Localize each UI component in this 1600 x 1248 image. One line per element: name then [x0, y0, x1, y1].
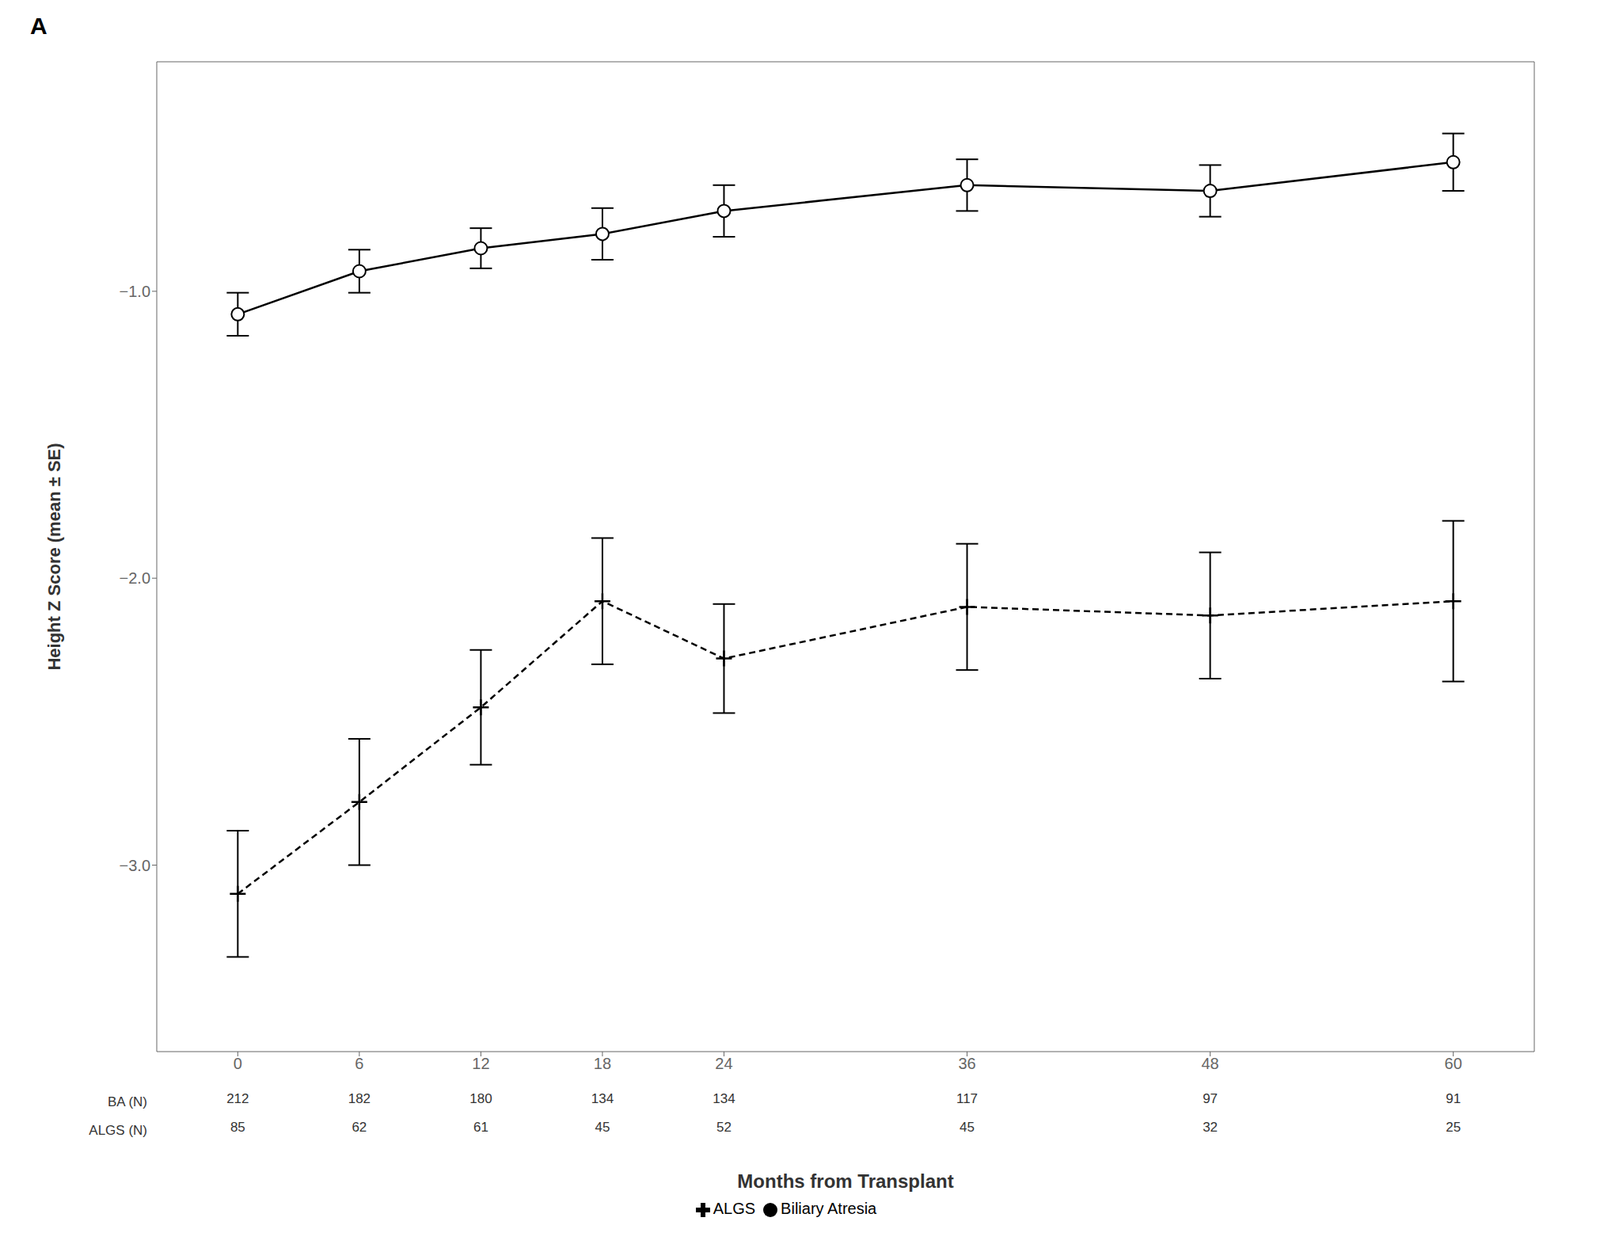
svg-text:32: 32 [1202, 1119, 1218, 1135]
svg-text:18: 18 [593, 1054, 612, 1072]
svg-text:45: 45 [959, 1119, 975, 1135]
svg-text:−2.0: −2.0 [119, 569, 151, 587]
svg-text:BA (N): BA (N) [107, 1094, 148, 1110]
svg-text:60: 60 [1444, 1054, 1463, 1072]
svg-text:117: 117 [956, 1090, 978, 1106]
svg-text:45: 45 [594, 1119, 610, 1135]
svg-text:36: 36 [957, 1054, 976, 1072]
svg-text:−3.0: −3.0 [119, 856, 151, 875]
svg-text:182: 182 [348, 1090, 371, 1106]
svg-text:62: 62 [351, 1119, 367, 1135]
svg-text:85: 85 [230, 1119, 246, 1135]
html-text:Biliary Atresia: Biliary Atresia [780, 1199, 877, 1217]
svg-text:25: 25 [1445, 1119, 1461, 1135]
svg-text:212: 212 [226, 1090, 249, 1106]
svg-text:Height Z Score (mean ± SE): Height Z Score (mean ± SE) [44, 442, 65, 670]
svg-text:ALGS (N): ALGS (N) [88, 1122, 148, 1138]
svg-text:Months from Transplant: Months from Transplant [737, 1170, 954, 1192]
svg-text:−1.0: −1.0 [119, 282, 151, 301]
svg-text:97: 97 [1202, 1090, 1218, 1106]
svg-text:48: 48 [1200, 1054, 1219, 1072]
svg-text:6: 6 [354, 1054, 364, 1072]
svg-text:180: 180 [469, 1090, 492, 1106]
svg-text:134: 134 [712, 1090, 735, 1106]
svg-text:52: 52 [716, 1119, 732, 1135]
svg-text:61: 61 [473, 1119, 489, 1135]
svg-text:24: 24 [714, 1054, 733, 1072]
svg-text:134: 134 [591, 1090, 614, 1106]
svg-text:0: 0 [233, 1054, 243, 1072]
html-text:A: A [30, 12, 48, 39]
svg-text:12: 12 [471, 1054, 490, 1072]
svg-text:91: 91 [1445, 1090, 1461, 1106]
html-text:ALGS: ALGS [713, 1199, 756, 1217]
